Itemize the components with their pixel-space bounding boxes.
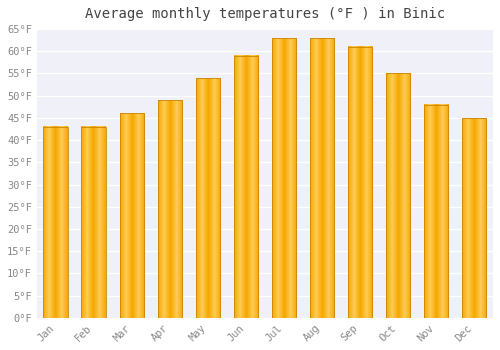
Bar bbox=[120, 113, 144, 318]
Bar bbox=[82, 127, 106, 318]
Bar bbox=[272, 38, 296, 318]
Bar bbox=[158, 100, 182, 318]
Bar bbox=[424, 105, 448, 318]
Bar bbox=[44, 127, 68, 318]
Bar bbox=[234, 56, 258, 318]
Bar bbox=[310, 38, 334, 318]
Bar bbox=[348, 47, 372, 318]
Bar bbox=[462, 118, 486, 318]
Bar bbox=[386, 74, 410, 318]
Title: Average monthly temperatures (°F ) in Binic: Average monthly temperatures (°F ) in Bi… bbox=[85, 7, 445, 21]
Bar bbox=[196, 78, 220, 318]
